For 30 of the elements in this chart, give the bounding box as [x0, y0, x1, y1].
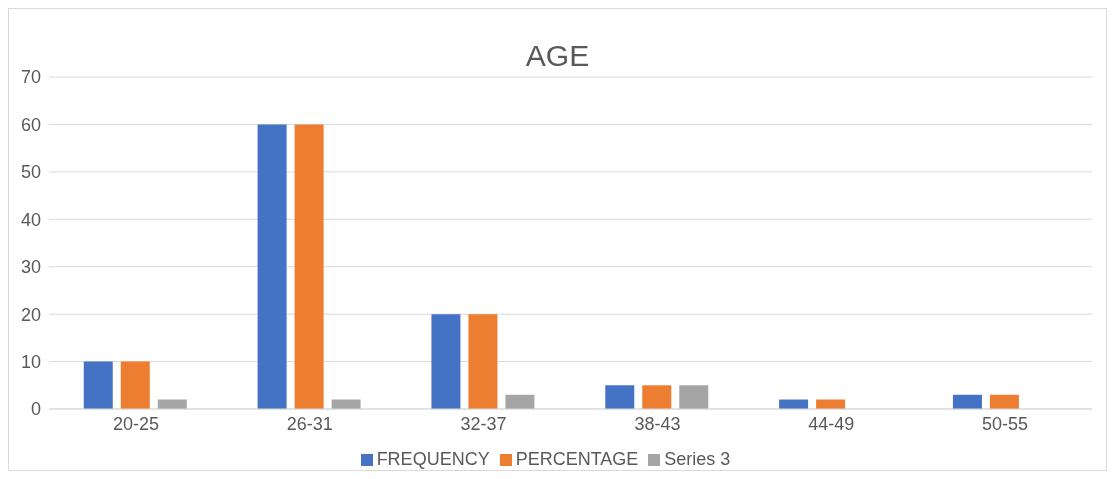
- y-tick-label: 50: [20, 162, 41, 183]
- legend-label: PERCENTAGE: [515, 449, 639, 469]
- y-tick-label: 0: [30, 399, 41, 420]
- bar: [257, 124, 287, 409]
- bar: [468, 314, 498, 409]
- x-tick-label: 38-43: [634, 413, 681, 434]
- bar: [605, 385, 635, 409]
- x-tick-label: 50-55: [982, 413, 1029, 434]
- y-tick-label: 20: [20, 304, 41, 325]
- bar: [989, 394, 1019, 409]
- y-tick-label: 30: [20, 257, 41, 278]
- bar: [505, 394, 535, 409]
- y-tick-label: 60: [20, 114, 41, 135]
- x-tick-label: 20-25: [112, 413, 159, 434]
- y-tick-label: 10: [20, 351, 41, 372]
- y-tick-label: 40: [20, 209, 41, 230]
- x-tick-label: 44-49: [808, 413, 855, 434]
- bar: [120, 361, 150, 409]
- bar: [294, 124, 324, 409]
- bar: [431, 314, 461, 409]
- y-tick-label: 70: [20, 67, 41, 88]
- legend-label: FREQUENCY: [376, 449, 490, 469]
- x-tick-label: 26-31: [286, 413, 333, 434]
- bar: [952, 394, 982, 409]
- x-tick-label: 32-37: [460, 413, 507, 434]
- bar: [679, 385, 709, 409]
- bar: [642, 385, 672, 409]
- bar: [83, 361, 113, 409]
- legend-label: Series 3: [664, 449, 731, 469]
- chart-title: AGE: [525, 39, 590, 72]
